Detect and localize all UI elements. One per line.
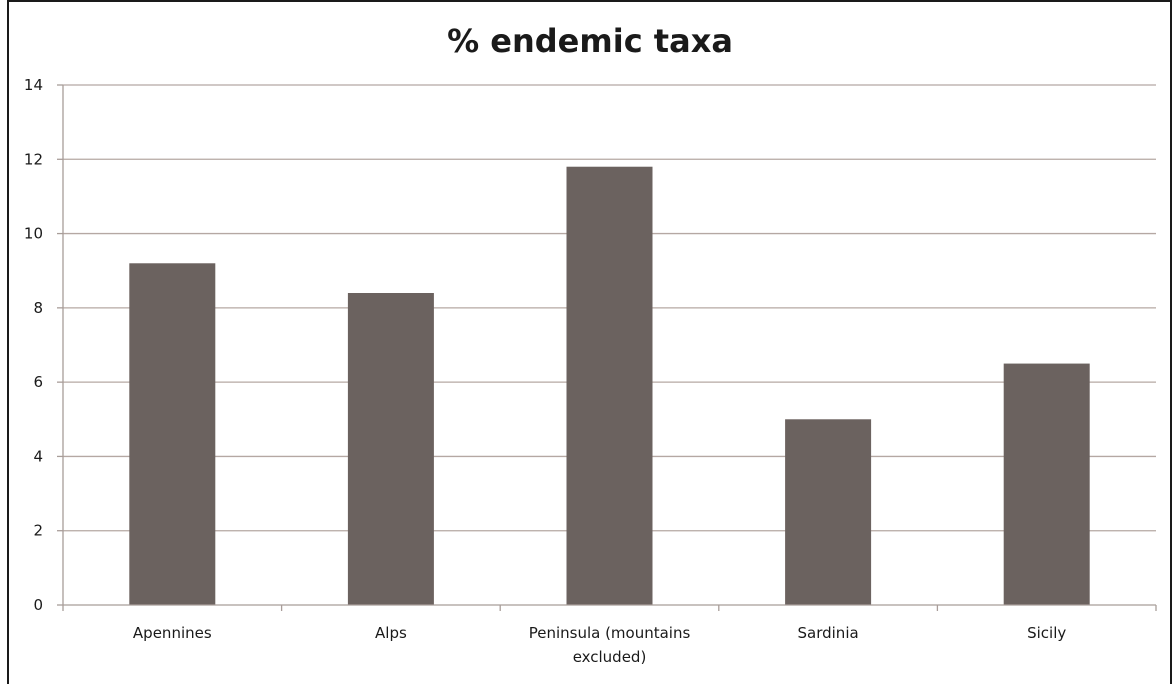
chart-title: % endemic taxa bbox=[447, 22, 733, 60]
x-category-label: Sicily bbox=[1027, 624, 1066, 642]
bars bbox=[129, 166, 1090, 605]
x-category-label: Alps bbox=[375, 624, 407, 642]
y-tick-label: 14 bbox=[24, 76, 43, 94]
bar-2 bbox=[566, 166, 653, 605]
y-tick-label: 2 bbox=[33, 522, 43, 540]
x-category-labels: Apennines Alps Peninsula (mountains exclude… bbox=[133, 624, 1066, 666]
bar-4 bbox=[1003, 363, 1090, 605]
x-category-label: Sardinia bbox=[798, 624, 859, 642]
bar-0 bbox=[129, 263, 216, 605]
bar-1 bbox=[347, 293, 434, 605]
y-tick-label: 0 bbox=[33, 596, 43, 614]
y-tick-label: 12 bbox=[24, 150, 43, 168]
y-tick-label: 8 bbox=[33, 299, 43, 317]
y-tick-label: 10 bbox=[24, 225, 43, 243]
x-category-label: excluded) bbox=[573, 648, 647, 666]
y-tick-label: 6 bbox=[33, 373, 43, 391]
axes bbox=[57, 84, 1157, 611]
bar-3 bbox=[785, 419, 872, 605]
x-category-label: Peninsula (mountains bbox=[529, 624, 691, 642]
x-category-label: Apennines bbox=[133, 624, 212, 642]
y-tick-label: 4 bbox=[33, 447, 43, 465]
y-tick-labels: 0 2 4 6 8 10 12 14 bbox=[24, 76, 43, 614]
